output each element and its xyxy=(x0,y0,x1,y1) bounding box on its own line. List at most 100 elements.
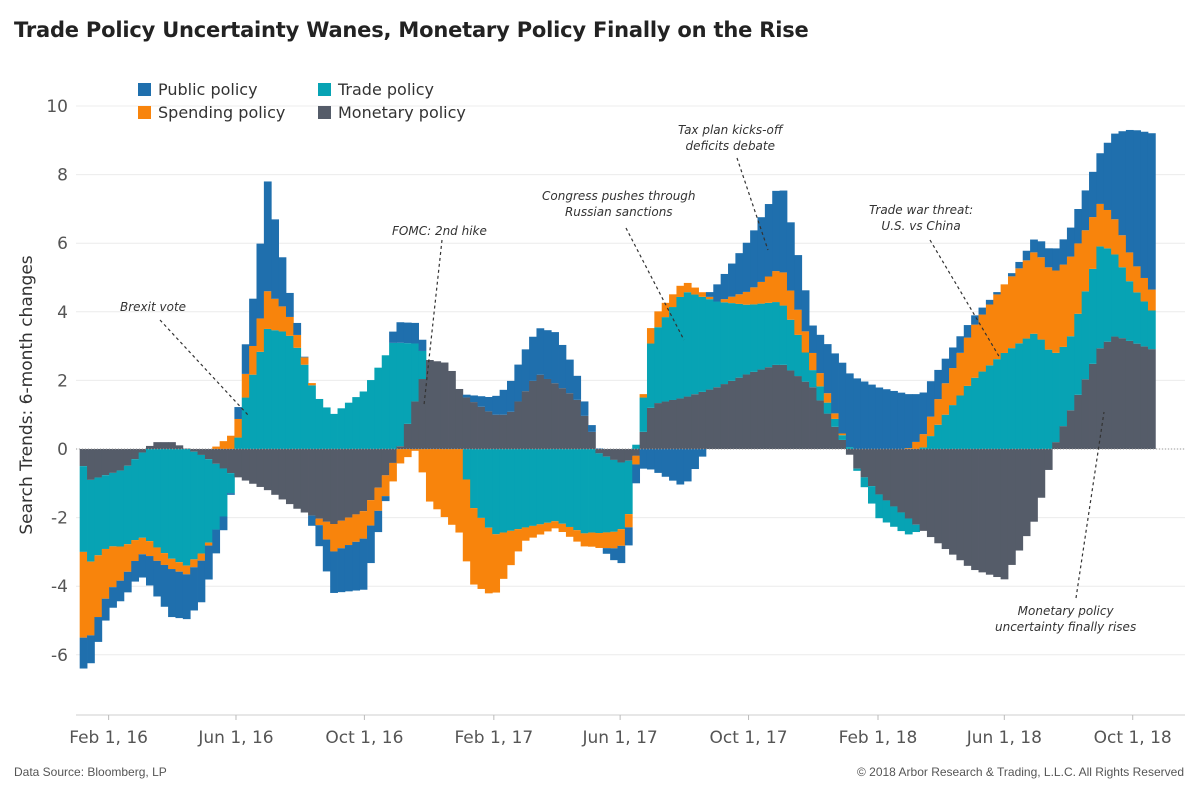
bar-segment-public xyxy=(1052,248,1060,271)
bar-segment-public xyxy=(514,364,523,402)
bar-segment-trade xyxy=(344,402,353,449)
bar-segment-spending xyxy=(676,285,685,297)
bar-segment-public xyxy=(145,556,154,586)
bar-segment-monetary xyxy=(94,449,103,478)
bar-segment-spending xyxy=(617,529,626,546)
bar-segment-monetary xyxy=(308,449,316,516)
bar-segment-monetary xyxy=(344,449,353,518)
bar-segment-trade xyxy=(477,449,486,518)
bar-segment-trade xyxy=(278,331,287,449)
bar-segment-trade xyxy=(978,371,987,449)
bar-segment-public xyxy=(882,389,891,449)
bar-segment-trade xyxy=(1000,352,1009,449)
bar-segment-spending xyxy=(565,526,574,537)
bar-segment-monetary xyxy=(204,449,213,460)
bar-segment-monetary xyxy=(337,449,346,521)
bar-segment-spending xyxy=(418,449,427,473)
bar-segment-monetary xyxy=(890,449,898,507)
bar-segment-monetary xyxy=(772,364,780,449)
bar-segment-spending xyxy=(764,276,773,303)
bar-segment-monetary xyxy=(433,361,442,449)
bar-segment-public xyxy=(359,538,368,590)
bar-segment-monetary xyxy=(521,391,530,449)
bar-segment-monetary xyxy=(580,415,589,449)
bar-segment-monetary xyxy=(860,449,869,478)
bar-segment-spending xyxy=(411,449,419,451)
annotation-monetary-line2: uncertainty finally rises xyxy=(995,620,1137,634)
bar-segment-trade xyxy=(610,459,618,532)
bar-segment-spending xyxy=(963,337,972,386)
bar-segment-trade xyxy=(956,395,965,449)
bar-segment-public xyxy=(1030,239,1038,253)
bar-segment-trade xyxy=(101,475,110,549)
x-tick-label: Oct 1, 16 xyxy=(325,728,403,748)
x-tick-label: Oct 1, 18 xyxy=(1094,728,1172,748)
bar-segment-public xyxy=(897,392,906,449)
bar-segment-spending xyxy=(683,282,692,293)
bar-segment-trade xyxy=(868,486,876,504)
bar-segment-spending xyxy=(1147,289,1156,311)
bar-segment-public xyxy=(94,617,103,642)
bar-segment-trade xyxy=(595,453,604,534)
bar-segment-public xyxy=(1022,250,1031,261)
bar-segment-spending xyxy=(816,373,825,387)
bar-segment-monetary xyxy=(271,449,280,495)
legend-label-public: Public policy xyxy=(158,80,258,99)
bar-segment-public xyxy=(285,292,294,317)
annotation-fomc-text: FOMC: 2nd hike xyxy=(392,224,487,238)
bar-segment-trade xyxy=(212,463,221,530)
bar-segment-public xyxy=(529,336,537,381)
bar-segment-spending xyxy=(794,309,803,335)
bar-segment-spending xyxy=(661,302,670,318)
bar-segment-spending xyxy=(271,298,280,331)
bar-segment-monetary xyxy=(219,449,228,469)
bar-segment-monetary xyxy=(646,407,655,449)
bar-segment-trade xyxy=(713,301,722,388)
bar-segment-spending xyxy=(145,541,154,557)
bar-segment-trade xyxy=(949,405,957,449)
bar-segment-monetary xyxy=(588,431,596,449)
bar-segment-spending xyxy=(101,548,110,599)
bar-segment-monetary xyxy=(971,449,979,571)
bar-segment-spending xyxy=(492,534,501,593)
bar-segment-monetary xyxy=(845,449,854,455)
bar-segment-public xyxy=(249,298,257,346)
bar-segment-monetary xyxy=(227,449,235,474)
bar-segment-monetary xyxy=(676,398,685,449)
bar-segment-public xyxy=(374,510,383,533)
bar-segment-public xyxy=(484,396,493,412)
bar-segment-monetary xyxy=(197,449,206,455)
bar-segment-spending xyxy=(1140,277,1149,302)
bar-segment-public xyxy=(1015,261,1024,269)
bar-segment-public xyxy=(234,407,243,419)
bar-segment-public xyxy=(168,569,176,618)
bar-segment-public xyxy=(271,219,280,299)
bar-segment-monetary xyxy=(293,449,302,509)
bar-segment-public xyxy=(381,496,390,502)
axes: -6 -4 -2 0 2 4 6 8 10 Feb 1, 16 Jun 1, 16 Oct 1, 16… xyxy=(46,97,1185,748)
bar-segment-spending xyxy=(249,345,257,375)
bar-segment-public xyxy=(860,381,869,449)
bar-segment-monetary xyxy=(764,367,773,449)
bar-segment-monetary xyxy=(425,360,434,449)
bar-segment-public xyxy=(764,204,773,277)
bar-segment-monetary xyxy=(691,394,699,449)
bar-segment-monetary xyxy=(448,370,456,449)
bar-segment-spending xyxy=(1118,235,1127,268)
bar-segment-trade xyxy=(381,355,390,449)
bar-segment-spending xyxy=(831,413,839,419)
bar-segment-spending xyxy=(227,435,235,449)
bar-segment-monetary xyxy=(786,370,795,449)
bar-segment-spending xyxy=(934,399,943,425)
bar-segment-spending xyxy=(308,383,316,386)
bar-segment-trade xyxy=(890,506,898,527)
bar-segment-spending xyxy=(87,561,95,636)
bar-segment-spending xyxy=(912,441,920,449)
bar-segment-trade xyxy=(529,449,537,526)
bar-segment-spending xyxy=(551,521,559,529)
bar-segment-monetary xyxy=(801,381,810,449)
bar-segment-spending xyxy=(1000,284,1009,353)
bar-segment-trade xyxy=(308,385,316,449)
annotation-leader xyxy=(929,239,1001,359)
bar-segment-trade xyxy=(904,518,913,535)
